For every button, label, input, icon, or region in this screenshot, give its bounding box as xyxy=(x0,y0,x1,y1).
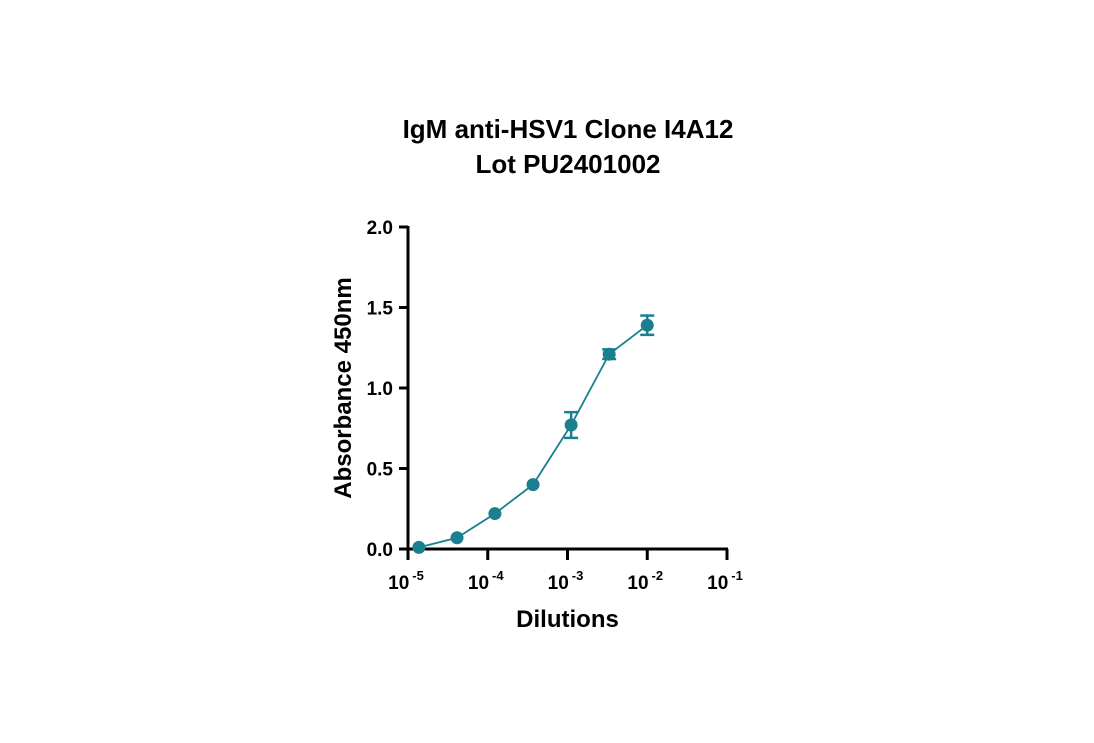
x-tick-label-exponent: -5 xyxy=(412,568,424,583)
x-axis: 10 -5 10 -4 10 -3 10 -2 10 -1 xyxy=(388,547,743,594)
x-tick-label: 10 -3 xyxy=(548,568,584,594)
series-layer xyxy=(412,314,655,554)
x-tick-label-base: 10 xyxy=(707,573,728,594)
y-tick-label: 0.5 xyxy=(367,460,394,481)
data-point xyxy=(450,531,464,545)
y-tick-label: 1.5 xyxy=(367,299,394,320)
x-tick-label-exponent: -3 xyxy=(572,568,584,583)
x-tick-label-base: 10 xyxy=(548,573,569,594)
chart-title: IgM anti-HSV1 Clone I4A12 Lot PU2401002 xyxy=(0,112,1094,182)
data-point xyxy=(412,540,426,554)
x-tick-label: 10 -1 xyxy=(707,568,743,594)
y-tick-label: 2.0 xyxy=(367,218,393,239)
x-tick-label: 10 -4 xyxy=(468,568,504,594)
x-tick-label-base: 10 xyxy=(388,573,409,594)
x-tick-label-exponent: -2 xyxy=(652,568,664,583)
x-tick-label-exponent: -1 xyxy=(731,568,743,583)
x-tick-label-exponent: -4 xyxy=(492,568,504,583)
x-tick-label-base: 10 xyxy=(468,573,489,594)
data-point xyxy=(526,478,540,492)
x-tick-label-base: 10 xyxy=(627,573,648,594)
x-tick-label: 10 -2 xyxy=(627,568,663,594)
y-tick-label: 0.0 xyxy=(367,540,393,561)
data-point xyxy=(564,418,578,432)
data-point xyxy=(488,507,502,521)
data-point xyxy=(602,347,616,361)
y-axis-label: Absorbance 450nm xyxy=(330,277,357,498)
chart-title-line-1: IgM anti-HSV1 Clone I4A12 xyxy=(402,114,734,144)
x-axis-label: Dilutions xyxy=(516,606,619,633)
x-tick-label: 10 -5 xyxy=(388,568,424,594)
data-point xyxy=(640,318,654,332)
y-tick-label: 1.0 xyxy=(367,379,393,400)
y-axis: 0.0 0.5 1.0 1.5 2.0 xyxy=(367,218,410,561)
chart-title-line-2: Lot PU2401002 xyxy=(475,149,661,179)
